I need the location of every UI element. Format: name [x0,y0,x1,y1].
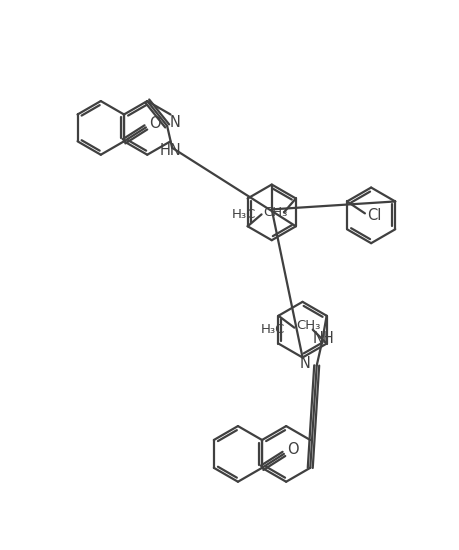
Text: N: N [299,356,310,371]
Text: HN: HN [159,143,181,158]
Text: H₃C: H₃C [232,208,256,221]
Text: H₃C: H₃C [261,323,285,336]
Text: NH: NH [313,331,335,346]
Text: N: N [169,116,180,130]
Text: O: O [149,116,161,131]
Text: O: O [287,442,298,458]
Text: Cl: Cl [367,208,381,223]
Text: CH₃: CH₃ [263,206,288,219]
Text: CH₃: CH₃ [297,319,321,332]
